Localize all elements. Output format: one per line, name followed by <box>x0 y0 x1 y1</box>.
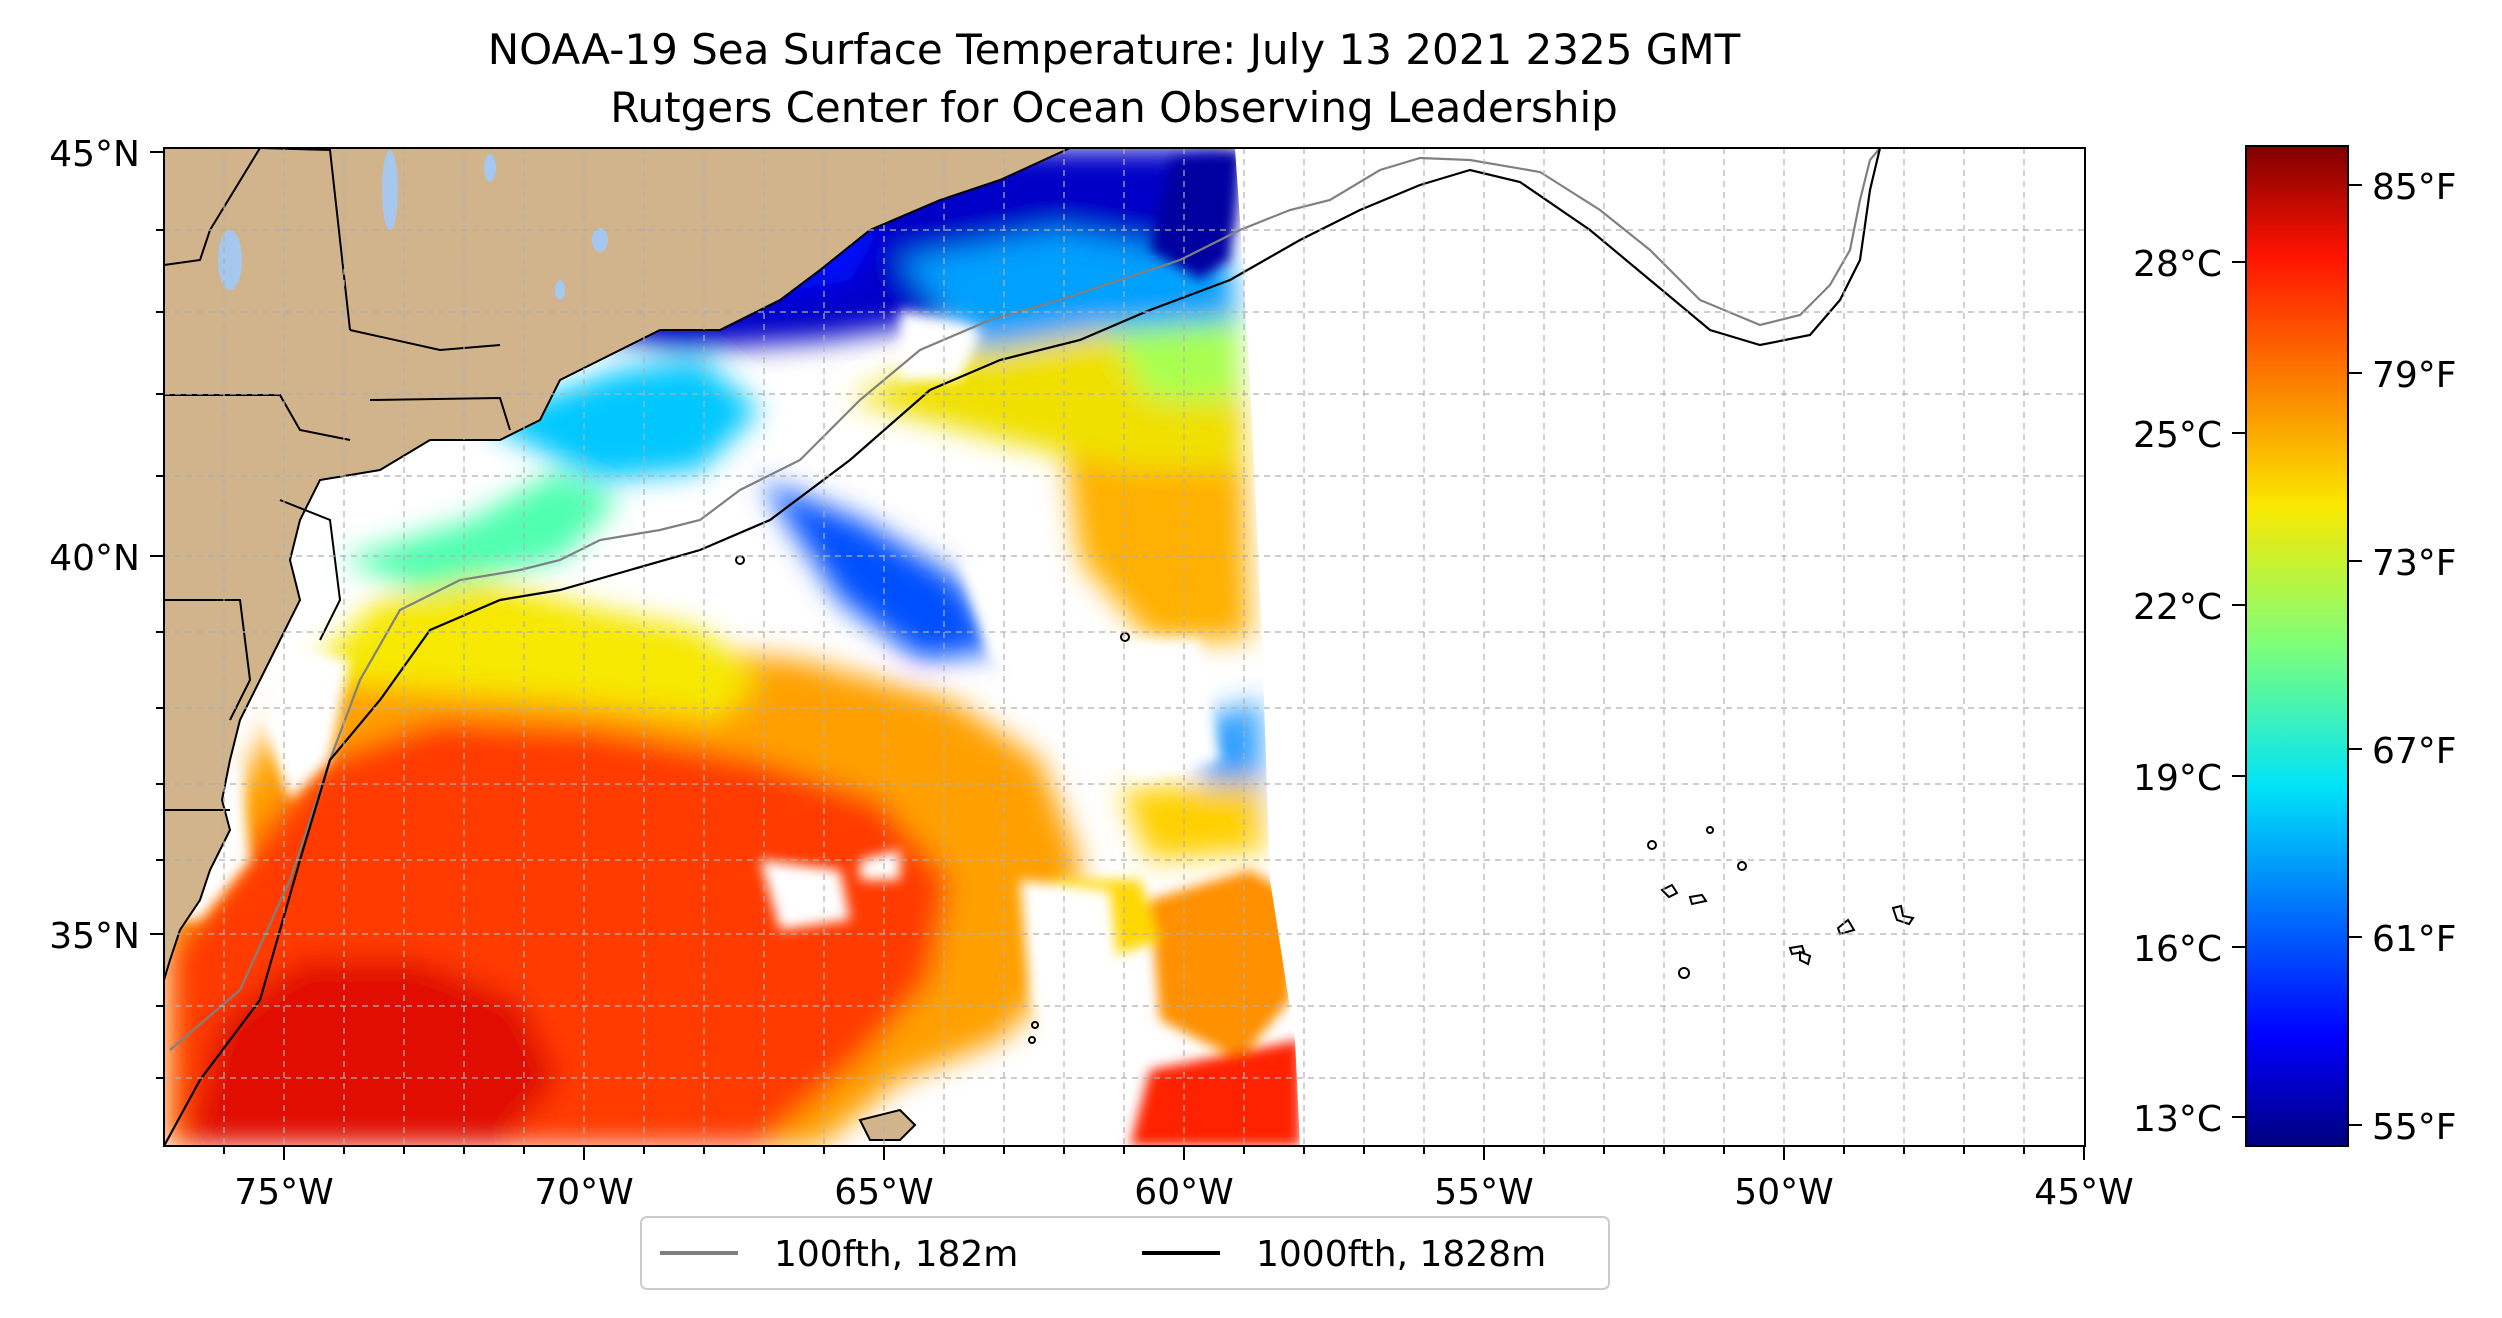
lon-tick-label: 65°W <box>834 1172 933 1213</box>
lon-tick-label: 75°W <box>234 1172 333 1213</box>
celsius-tick-label: 28°C <box>2133 244 2222 285</box>
celsius-tick-label: 13°C <box>2133 1099 2222 1140</box>
islands <box>735 555 1915 1044</box>
chart-title-line2: Rutgers Center for Ocean Observing Leade… <box>610 83 1618 132</box>
gridlines <box>164 148 2085 1146</box>
lon-tick-label: 70°W <box>534 1172 633 1213</box>
colorbar-celsius-axis: 28°C 25°C 22°C 19°C 16°C 13°C <box>2133 244 2246 1140</box>
colorbar: 28°C 25°C 22°C 19°C 16°C 13°C 85°F 79°F … <box>2133 145 2457 1148</box>
fahrenheit-tick-label: 61°F <box>2372 919 2457 960</box>
land-mass <box>164 148 1071 1141</box>
bathymetry-contours <box>164 148 1882 1146</box>
state-borders <box>164 148 511 811</box>
lat-tick-label: 45°N <box>49 134 140 175</box>
minor-ticks <box>156 229 2025 1154</box>
fahrenheit-tick-label: 85°F <box>2372 167 2457 208</box>
colorbar-fahrenheit-axis: 85°F 79°F 73°F 67°F 61°F 55°F <box>2348 167 2457 1148</box>
celsius-tick-label: 22°C <box>2133 587 2222 628</box>
legend-label-100fth: 100fth, 182m <box>774 1234 1018 1275</box>
lon-tick-label: 60°W <box>1134 1172 1233 1213</box>
legend: 100fth, 182m 1000fth, 1828m <box>640 1216 1610 1290</box>
map-panel <box>164 148 2085 1146</box>
lon-tick-label: 45°W <box>2034 1172 2133 1213</box>
lon-tick-label: 55°W <box>1434 1172 1533 1213</box>
fahrenheit-tick-label: 55°F <box>2372 1107 2457 1148</box>
legend-label-1000fth: 1000fth, 1828m <box>1256 1234 1546 1275</box>
lon-tick-label: 50°W <box>1734 1172 1833 1213</box>
fahrenheit-tick-label: 67°F <box>2372 731 2457 772</box>
longitude-axis: 75°W 70°W 65°W 60°W 55°W 50°W 45°W <box>234 1146 2134 1213</box>
lat-tick-label: 40°N <box>49 538 140 579</box>
celsius-tick-label: 16°C <box>2133 929 2222 970</box>
fahrenheit-tick-label: 73°F <box>2372 543 2457 584</box>
legend-box <box>640 1216 1610 1290</box>
celsius-tick-label: 25°C <box>2133 415 2222 456</box>
fahrenheit-tick-label: 79°F <box>2372 355 2457 396</box>
latitude-axis: 45°N 40°N 35°N <box>49 134 164 957</box>
chart-title-line1: NOAA-19 Sea Surface Temperature: July 13… <box>488 25 1741 74</box>
colorbar-gradient <box>2245 145 2349 1147</box>
lat-tick-label: 35°N <box>49 916 140 957</box>
celsius-tick-label: 19°C <box>2133 758 2222 799</box>
